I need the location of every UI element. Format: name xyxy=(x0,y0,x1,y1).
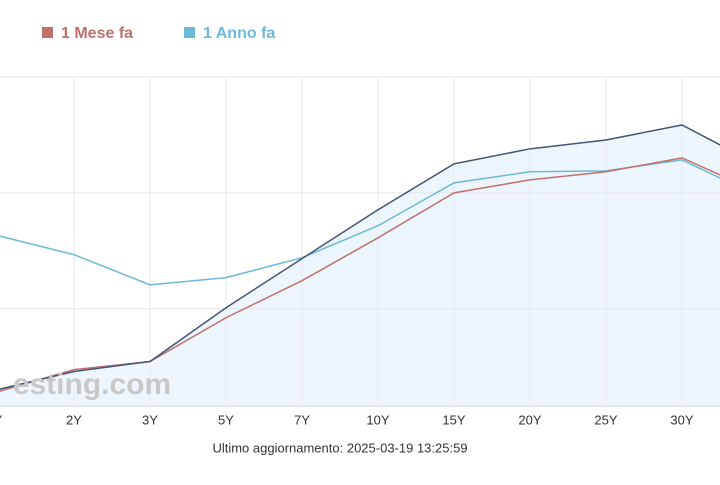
legend-label: 1 Mese fa xyxy=(61,25,133,42)
x-tick-label: Y xyxy=(0,412,3,427)
x-tick-label: 2Y xyxy=(66,412,82,427)
legend-swatch xyxy=(184,27,195,38)
x-tick-label: 7Y xyxy=(294,412,310,427)
footer: Ultimo aggiornamento: 2025-03-19 13:25:5… xyxy=(212,440,467,455)
x-tick-label: 25Y xyxy=(594,412,617,427)
legend-label: 1 Anno fa xyxy=(203,25,275,42)
x-tick-label: 30Y xyxy=(670,412,693,427)
series-line xyxy=(0,124,720,390)
x-tick-label: 5Y xyxy=(218,412,234,427)
watermark: esting.com xyxy=(13,368,171,401)
area xyxy=(0,124,720,406)
x-tick-label: 20Y xyxy=(518,412,541,427)
x-tick-label: 3Y xyxy=(142,412,158,427)
x-tick-label: 15Y xyxy=(442,412,465,427)
x-tick-label: 10Y xyxy=(366,412,389,427)
legend-swatch xyxy=(42,27,53,38)
plot: Y 2Y 3Y 5Y 7Y 10Y 15Y 20Y 25Y 30Y xyxy=(0,76,720,427)
